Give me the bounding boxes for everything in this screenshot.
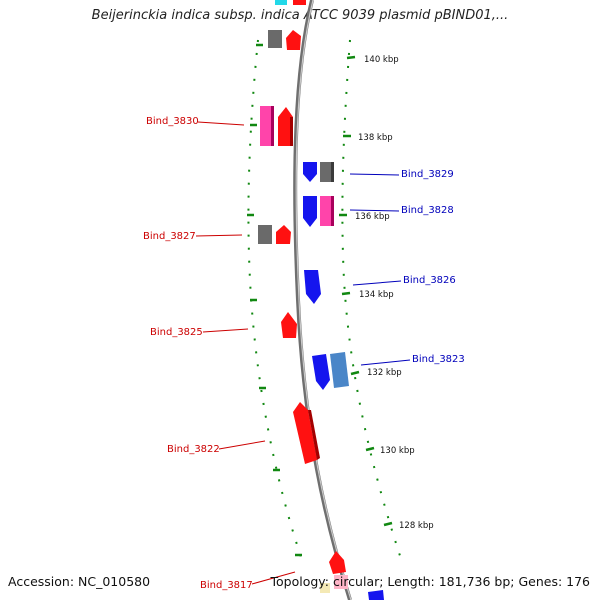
gene-bind-3827-gray <box>258 225 272 244</box>
gene-bind-3830-pink <box>260 106 274 146</box>
topology-summary: Topology: circular; Length: 181,736 bp; … <box>270 574 591 589</box>
gene-bind-3826-blue <box>304 270 321 304</box>
gene-bottom-pink <box>334 575 348 589</box>
tick-marks <box>247 43 393 557</box>
gene-top-cyan <box>275 0 287 5</box>
outer-ruler <box>341 39 403 563</box>
scale-label-136: 136 kbp <box>355 212 390 222</box>
gene-label-bind-3825: Bind_3825 <box>150 327 203 338</box>
gene-top-red <box>293 0 306 5</box>
gene-label-bind-3822: Bind_3822 <box>167 444 220 455</box>
gene-label-bind-3828: Bind_3828 <box>401 205 454 216</box>
gene-bottom-yellow <box>320 583 330 593</box>
gene-label-bind-3827: Bind_3827 <box>143 231 196 242</box>
tick-130 <box>365 446 375 452</box>
gene-bind-3827-red <box>276 225 291 244</box>
callout-lines <box>195 121 411 585</box>
gene-bind-3828-pink <box>320 196 334 226</box>
gene-bind-3825-red <box>281 312 297 338</box>
outer-genes <box>303 162 384 600</box>
plasmid-backbone <box>293 0 352 600</box>
accession-text: Accession: NC_010580 <box>8 574 151 589</box>
gene-bind-3822-red <box>293 402 317 464</box>
gene-bind-3829-gray <box>320 162 334 182</box>
scale-label-140: 140 kbp <box>364 55 399 65</box>
plasmid-backbone-highlight <box>295 0 352 600</box>
gene-bind-3830-red <box>278 107 293 146</box>
gene-bind-3823-blue <box>312 354 330 390</box>
map-title: Beijerinckia indica subsp. indica ATCC 9… <box>91 8 509 23</box>
gene-label-bind-3823: Bind_3823 <box>412 354 465 365</box>
gene-bind-3817-red <box>329 551 346 574</box>
tick-134 <box>341 291 351 296</box>
gene-bottom-blue <box>368 590 384 600</box>
gene-red-1 <box>286 30 301 50</box>
gene-bind-3829-blue <box>303 162 317 182</box>
tick-132 <box>350 370 360 376</box>
tick-140 <box>346 55 356 60</box>
scale-label-138: 138 kbp <box>358 133 393 143</box>
scale-label-128: 128 kbp <box>399 521 434 531</box>
scale-label-130: 130 kbp <box>380 446 415 456</box>
inner-genes <box>258 30 348 593</box>
gene-gray-1 <box>268 30 282 48</box>
gene-label-bind-3826: Bind_3826 <box>403 275 456 286</box>
gene-label-bind-3829: Bind_3829 <box>401 169 454 180</box>
gene-bind-3828-blue <box>303 196 317 227</box>
scale-label-132: 132 kbp <box>367 368 402 378</box>
tick-128 <box>383 521 393 527</box>
scale-label-134: 134 kbp <box>359 290 394 300</box>
gene-label-bind-3817: Bind_3817 <box>200 580 253 591</box>
gene-bind-3823-steelblue <box>330 352 349 388</box>
gene-label-bind-3830: Bind_3830 <box>146 116 199 127</box>
